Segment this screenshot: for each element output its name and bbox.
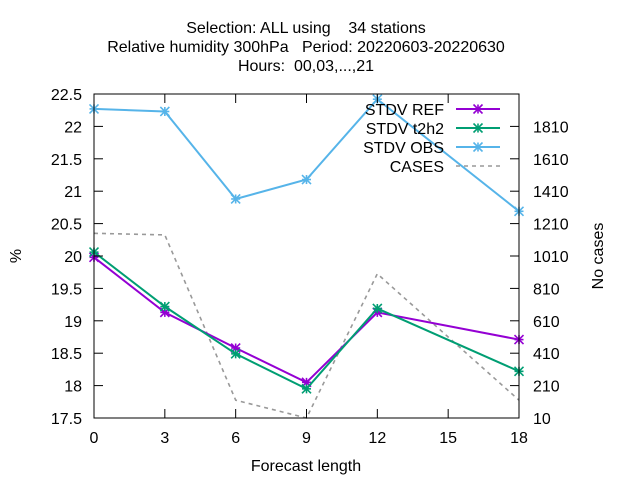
series-stdv-obs	[88, 94, 525, 217]
plot-frame	[93, 93, 520, 419]
y-tick-label: 18.5	[51, 346, 82, 363]
title-line-3: Hours: 00,03,...,21	[238, 58, 374, 75]
y-tick-label: 17.5	[51, 411, 82, 428]
legend-marker	[472, 103, 484, 115]
y2-tick-label: 1210	[533, 217, 569, 234]
y-tick-label: 21	[64, 184, 82, 201]
legend: STDV REF STDV t2h2 STDV OBS CASES	[363, 102, 500, 176]
legend-label: CASES	[390, 159, 444, 176]
y2-tick-label: 1810	[533, 119, 569, 136]
y2-tick-label: 410	[533, 346, 560, 363]
data-point	[301, 383, 312, 394]
legend-entry-cases: CASES	[390, 159, 500, 176]
y-tick-label: 20.5	[51, 217, 82, 234]
data-point	[230, 348, 241, 359]
title-line-2: Relative humidity 300hPa Period: 2022060…	[107, 39, 505, 56]
y-tick-label: 19	[64, 314, 82, 331]
axis-ticks: 0 3 6 9 12 15 18 17.5 18 18.5 19 19.5 20 20.5 21 21.5 22…	[51, 87, 569, 447]
y2-tick-label: 10	[533, 411, 551, 428]
x-axis-label: Forecast length	[251, 458, 361, 475]
y-tick-label: 22.5	[51, 87, 82, 104]
y-tick-label: 20	[64, 249, 82, 266]
y2-tick-label: 210	[533, 379, 560, 396]
y2-tick-label: 810	[533, 281, 560, 298]
x-tick-label: 0	[90, 430, 99, 447]
legend-label: STDV OBS	[363, 140, 444, 157]
series-line-stdv-t2h2	[93, 251, 520, 391]
title-line-1: Selection: ALL using 34 stations	[186, 20, 426, 37]
y2-tick-label: 1410	[533, 184, 569, 201]
series-line-stdv-ref	[93, 256, 520, 384]
y2-tick-label: 1610	[533, 152, 569, 169]
series-stdv-t2h2	[88, 247, 525, 394]
x-tick-label: 9	[302, 430, 311, 447]
x-tick-label: 18	[510, 430, 528, 447]
y2-tick-label: 610	[533, 314, 560, 331]
series-stdv-ref	[88, 252, 525, 388]
series-line-cases	[93, 232, 520, 419]
legend-entry-stdv-t2h2: STDV t2h2	[366, 121, 500, 138]
x-tick-label: 15	[439, 430, 457, 447]
x-tick-label: 3	[160, 430, 169, 447]
data-point	[230, 193, 241, 205]
data-point	[159, 106, 170, 117]
legend-label: STDV REF	[365, 102, 444, 119]
legend-entry-stdv-ref: STDV REF	[365, 102, 500, 119]
data-point	[301, 174, 312, 185]
x-tick-label: 6	[231, 430, 240, 447]
series-cases	[93, 232, 520, 419]
series-layer	[88, 94, 525, 419]
y-tick-label: 19.5	[51, 281, 82, 298]
y-tick-label: 18	[64, 379, 82, 396]
y-tick-label: 22	[64, 119, 82, 136]
data-point	[372, 303, 383, 314]
x-tick-label: 12	[368, 430, 386, 447]
data-point	[159, 301, 170, 312]
chart-title: Selection: ALL using 34 stations Relativ…	[107, 20, 505, 75]
series-line-stdv-obs	[93, 97, 520, 213]
y2-tick-label: 1010	[533, 249, 569, 266]
y-axis-label: %	[8, 249, 25, 263]
y-tick-label: 21.5	[51, 152, 82, 169]
legend-marker	[472, 141, 484, 153]
legend-label: STDV t2h2	[366, 121, 444, 138]
legend-entry-stdv-obs: STDV OBS	[363, 140, 500, 157]
y2-axis-label: No cases	[590, 223, 607, 290]
legend-marker	[472, 122, 484, 134]
